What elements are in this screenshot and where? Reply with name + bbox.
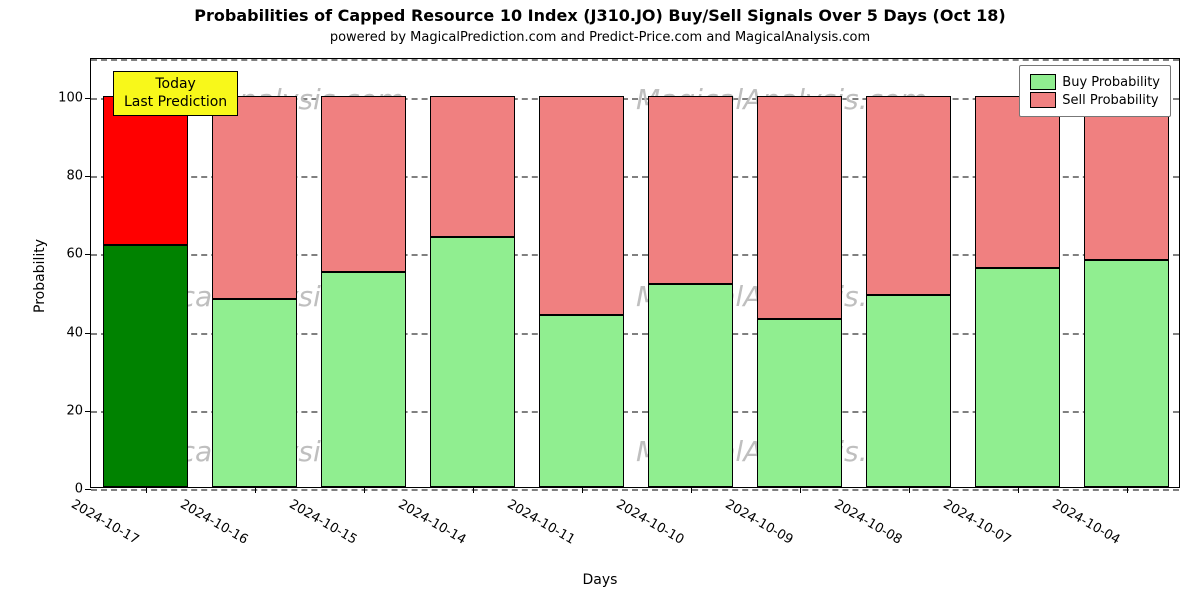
xtick-label: 2024-10-17 [68, 497, 141, 548]
sell-bar [648, 96, 733, 284]
xtick-label: 2024-10-04 [1049, 497, 1122, 548]
buy-bar [1084, 260, 1169, 487]
xtick-label: 2024-10-09 [722, 497, 795, 548]
ytick-label: 40 [66, 325, 83, 340]
sell-bar [103, 96, 188, 245]
xtick-mark [364, 487, 365, 493]
today-box-line2: Last Prediction [124, 94, 227, 112]
xtick-mark [909, 487, 910, 493]
bar-group [648, 57, 733, 487]
ytick-label: 20 [66, 403, 83, 418]
xtick-mark [473, 487, 474, 493]
legend-label: Sell Probability [1062, 93, 1158, 108]
x-axis-label: Days [0, 572, 1200, 588]
ytick-mark [85, 489, 91, 490]
xtick-mark [146, 487, 147, 493]
legend-row: Buy Probability [1030, 74, 1160, 90]
sell-bar [321, 96, 406, 272]
xtick-label: 2024-10-14 [395, 497, 468, 548]
xtick-mark [582, 487, 583, 493]
bar-group [212, 57, 297, 487]
legend-label: Buy Probability [1062, 75, 1160, 90]
chart-container: Probabilities of Capped Resource 10 Inde… [0, 0, 1200, 600]
sell-bar [212, 96, 297, 299]
bar-group [103, 57, 188, 487]
ytick-label: 100 [58, 91, 83, 106]
sell-bar [866, 96, 951, 295]
buy-bar [866, 295, 951, 487]
bar-group [1084, 57, 1169, 487]
sell-bar [1084, 96, 1169, 260]
bars-row [91, 59, 1179, 487]
buy-bar [975, 268, 1060, 487]
xtick-label: 2024-10-10 [613, 497, 686, 548]
sell-bar [757, 96, 842, 319]
bar-group [539, 57, 624, 487]
bar-group [975, 57, 1060, 487]
ytick-label: 80 [66, 169, 83, 184]
plot-area: 020406080100MagicalAnalysis.comMagicalAn… [90, 58, 1180, 488]
today-box-line1: Today [124, 76, 227, 94]
bar-group [757, 57, 842, 487]
y-axis-label: Probability [32, 239, 48, 313]
legend: Buy Probability Sell Probability [1019, 65, 1171, 117]
chart-title: Probabilities of Capped Resource 10 Inde… [0, 6, 1200, 25]
xtick-label: 2024-10-11 [504, 497, 577, 548]
xtick-mark [1018, 487, 1019, 493]
ytick-label: 60 [66, 247, 83, 262]
buy-bar [103, 245, 188, 487]
bar-group [866, 57, 951, 487]
sell-bar [539, 96, 624, 315]
buy-bar [539, 315, 624, 487]
buy-bar [321, 272, 406, 487]
today-last-prediction-box: TodayLast Prediction [113, 71, 238, 116]
ytick-label: 0 [75, 482, 83, 497]
xtick-mark [1127, 487, 1128, 493]
legend-swatch [1030, 74, 1056, 90]
legend-row: Sell Probability [1030, 92, 1160, 108]
xtick-mark [800, 487, 801, 493]
sell-bar [975, 96, 1060, 268]
buy-bar [648, 284, 733, 487]
xtick-label: 2024-10-16 [177, 497, 250, 548]
xtick-mark [691, 487, 692, 493]
xtick-label: 2024-10-15 [286, 497, 359, 548]
xtick-label: 2024-10-07 [940, 497, 1013, 548]
buy-bar [430, 237, 515, 487]
xtick-mark [255, 487, 256, 493]
sell-bar [430, 96, 515, 237]
buy-bar [757, 319, 842, 487]
chart-subtitle: powered by MagicalPrediction.com and Pre… [0, 30, 1200, 45]
bar-group [321, 57, 406, 487]
buy-bar [212, 299, 297, 487]
bar-group [430, 57, 515, 487]
legend-swatch [1030, 92, 1056, 108]
xtick-label: 2024-10-08 [831, 497, 904, 548]
